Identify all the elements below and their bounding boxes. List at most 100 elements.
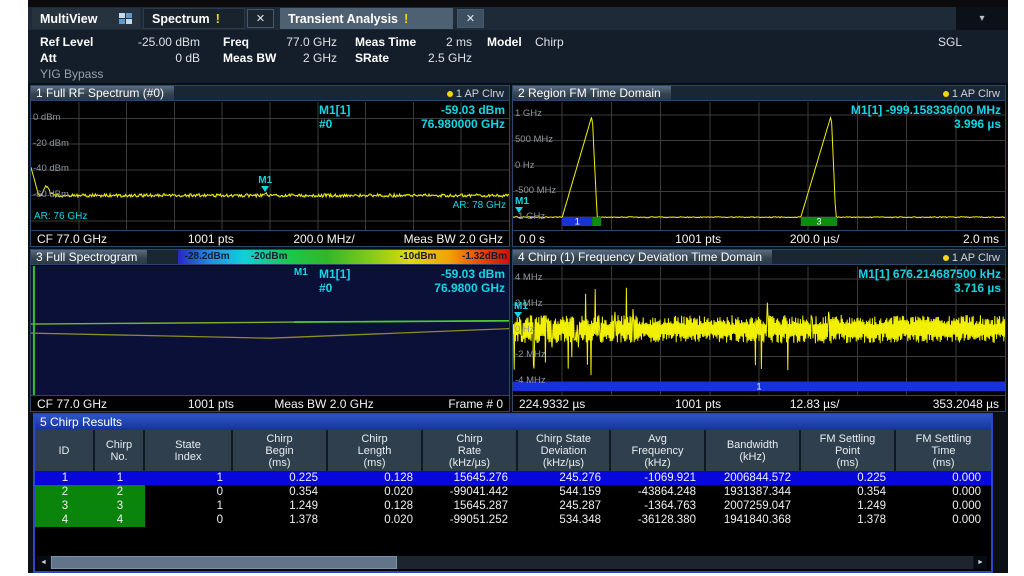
y-tick: -40 dBm (33, 163, 69, 174)
window-titlebar[interactable]: 1 Full RF Spectrum (#0) 1 AP Clrw (31, 86, 509, 101)
window-title[interactable]: 5 Chirp Results (35, 415, 991, 430)
table-cell: 1931387.344 (723, 486, 791, 498)
y-tick: -20 dBm (33, 138, 69, 149)
analysis-region-right-label: AR: 78 GHz (452, 200, 506, 211)
marker-triangle-icon (261, 186, 270, 192)
freq-value[interactable]: 77.0 GHz (286, 35, 337, 49)
window-chirp-frequency-deviation: 4 Chirp (1) Frequency Deviation Time Dom… (512, 249, 1006, 412)
window-titlebar[interactable]: 4 Chirp (1) Frequency Deviation Time Dom… (513, 250, 1005, 265)
column-header[interactable]: Avg Frequency (kHz) (611, 430, 706, 471)
table-cell: 0.000 (952, 486, 981, 498)
model-label: Model (487, 35, 522, 49)
warning-icon: ! (215, 11, 220, 26)
tab-spectrum-close-button[interactable]: ✕ (247, 9, 274, 28)
model-value[interactable]: Chirp (535, 35, 564, 49)
marker-readout: M1[1] -59.03 dBm #0 76.980000 GHz (319, 103, 505, 131)
svg-text:3: 3 (816, 217, 821, 227)
axis-footer: 0.0 s 1001 pts 200.0 µs/2.0 ms (513, 230, 1005, 246)
table-header-row: ID Chirp No. State Index Chirp Begin (ms) Chirp L… (35, 430, 991, 471)
y-tick: -1 GHz (515, 211, 546, 222)
table-cell: 1 (116, 472, 124, 484)
horizontal-scrollbar[interactable]: ◄ ► (37, 556, 987, 569)
close-icon: ✕ (465, 13, 476, 25)
table-cell: 1941840.368 (723, 514, 791, 526)
table-cell: 0.354 (857, 486, 886, 498)
tab-transient-analysis[interactable]: Transient Analysis ! (280, 8, 453, 29)
column-header[interactable]: FM Settling Time (ms) (915, 432, 972, 469)
marker-m1-flag[interactable]: M1 (258, 176, 272, 192)
tab-spectrum[interactable]: Spectrum ! (143, 8, 245, 29)
table-row[interactable]: 3 3 1 1.249 0.128 15645.287 245.287 -1364.763 20… (35, 499, 991, 513)
tab-overflow-button[interactable]: ▾ (956, 7, 1008, 30)
column-header[interactable]: FM Settling Point (ms) (801, 430, 896, 471)
window-titlebar[interactable]: 2 Region FM Time Domain 1 AP Clrw (513, 86, 1005, 101)
trace-dot-icon (446, 90, 453, 97)
tab-transient-close-button[interactable]: ✕ (457, 9, 484, 28)
table-cell: 0.000 (952, 472, 981, 484)
table-cell: 1 (216, 472, 223, 484)
tab-label: MultiView (40, 11, 98, 26)
chart-canvas (31, 266, 509, 395)
column-header[interactable]: State Index (145, 430, 233, 471)
axis-footer: 224.9332 µs 1001 pts 12.83 µs/353.2048 µs (513, 395, 1005, 411)
marker-m1-flag[interactable]: M1 (514, 302, 528, 318)
close-icon: ✕ (255, 13, 266, 25)
column-header[interactable]: Chirp Rate (kHz/µs) (423, 430, 518, 471)
column-header[interactable]: Bandwidth (kHz) (706, 430, 801, 471)
marker-readout: M1[1] 676.214687500 kHz 3.716 µs (858, 267, 1001, 295)
table-cell: 15645.276 (453, 472, 508, 484)
tab-multiview[interactable]: MultiView (32, 8, 140, 29)
y-tick: -500 MHz (515, 185, 557, 196)
yig-bypass-label: YIG Bypass (40, 67, 104, 81)
arrow-left-icon: ◄ (40, 559, 47, 566)
single-sweep-badge: SGL (937, 35, 962, 49)
att-value[interactable]: 0 dB (175, 51, 200, 65)
marker-m1-label[interactable]: M1 (293, 267, 308, 278)
scroll-right-button[interactable]: ► (974, 556, 987, 569)
column-header[interactable]: ID (35, 430, 95, 471)
chart-canvas (31, 102, 509, 230)
window-titlebar[interactable]: 3 Full Spectrogram -28.2dBm -20dBm -10dB… (31, 250, 509, 265)
table-cell: 1.249 (289, 500, 318, 512)
meas-bw-value[interactable]: 2 GHz (302, 51, 337, 65)
column-header[interactable]: Chirp No. (95, 430, 145, 471)
table-cell: 4 (35, 513, 95, 527)
trace-badge: 1 AP Clrw (942, 86, 1000, 100)
meas-time-value[interactable]: 2 ms (445, 35, 472, 49)
column-header[interactable]: Chirp Length (ms) (328, 430, 423, 471)
chart-canvas: 1 (513, 266, 1005, 395)
plot-full-rf-spectrum[interactable]: 0 dBm -20 dBm -40 dBm -60 dBm M1[1] -59.0… (31, 102, 509, 230)
marker-m1-flag[interactable]: M1 (515, 197, 529, 213)
plot-chirp-frequency-deviation[interactable]: 1 4 MHz 2 MHz 0 Hz -2 MHz -4 MHz M1[1] 6… (513, 266, 1005, 395)
table-row[interactable]: 4 4 0 1.378 0.020 -99051.252 534.348 -36128.380… (35, 513, 991, 527)
tab-label: Transient Analysis (288, 11, 398, 26)
y-tick: 0 dBm (33, 112, 61, 123)
axis-footer: CF 77.0 GHz 1001 pts Meas BW 2.0 GHz Frame … (31, 395, 509, 411)
scroll-left-button[interactable]: ◄ (37, 556, 50, 569)
srate-label: SRate (355, 51, 390, 65)
plot-full-spectrogram[interactable]: M1 M1[1] -59.03 dBm #0 76.9800 GHz (31, 266, 509, 395)
column-header[interactable]: Chirp Begin (ms) (233, 430, 328, 471)
y-tick: -4 MHz (515, 375, 546, 386)
column-header[interactable]: Chirp State Deviation (kHz/µs) (518, 430, 611, 471)
arrow-right-icon: ► (977, 559, 984, 566)
ref-level-value[interactable]: -25.00 dBm (137, 35, 200, 49)
y-tick: 4 MHz (515, 272, 543, 283)
ref-level-label: Ref Level (40, 35, 94, 49)
meas-bw-label: Meas BW (223, 51, 277, 65)
marker-triangle-icon (514, 312, 522, 318)
tab-bar: MultiView Spectrum ! ✕ Transient Analysi… (28, 7, 1008, 30)
freq-label: Freq (223, 35, 250, 49)
window-title: 1 Full RF Spectrum (#0) (31, 86, 175, 100)
window-title: 3 Full Spectrogram (31, 250, 148, 264)
table-row[interactable]: 1 1 1 0.225 0.128 15645.276 245.276 -1069.921 20… (35, 471, 991, 485)
scrollbar-thumb[interactable] (51, 556, 397, 569)
table-cell: -99041.442 (449, 486, 508, 498)
table-cell: 4 (95, 513, 145, 527)
svg-text:1: 1 (756, 382, 761, 392)
table-row[interactable]: 2 2 0 0.354 0.020 -99041.442 544.159 -43864.248… (35, 485, 991, 499)
scrollbar-track[interactable] (51, 556, 973, 569)
srate-value[interactable]: 2.5 GHz (427, 51, 472, 65)
y-tick: 500 MHz (515, 134, 554, 145)
